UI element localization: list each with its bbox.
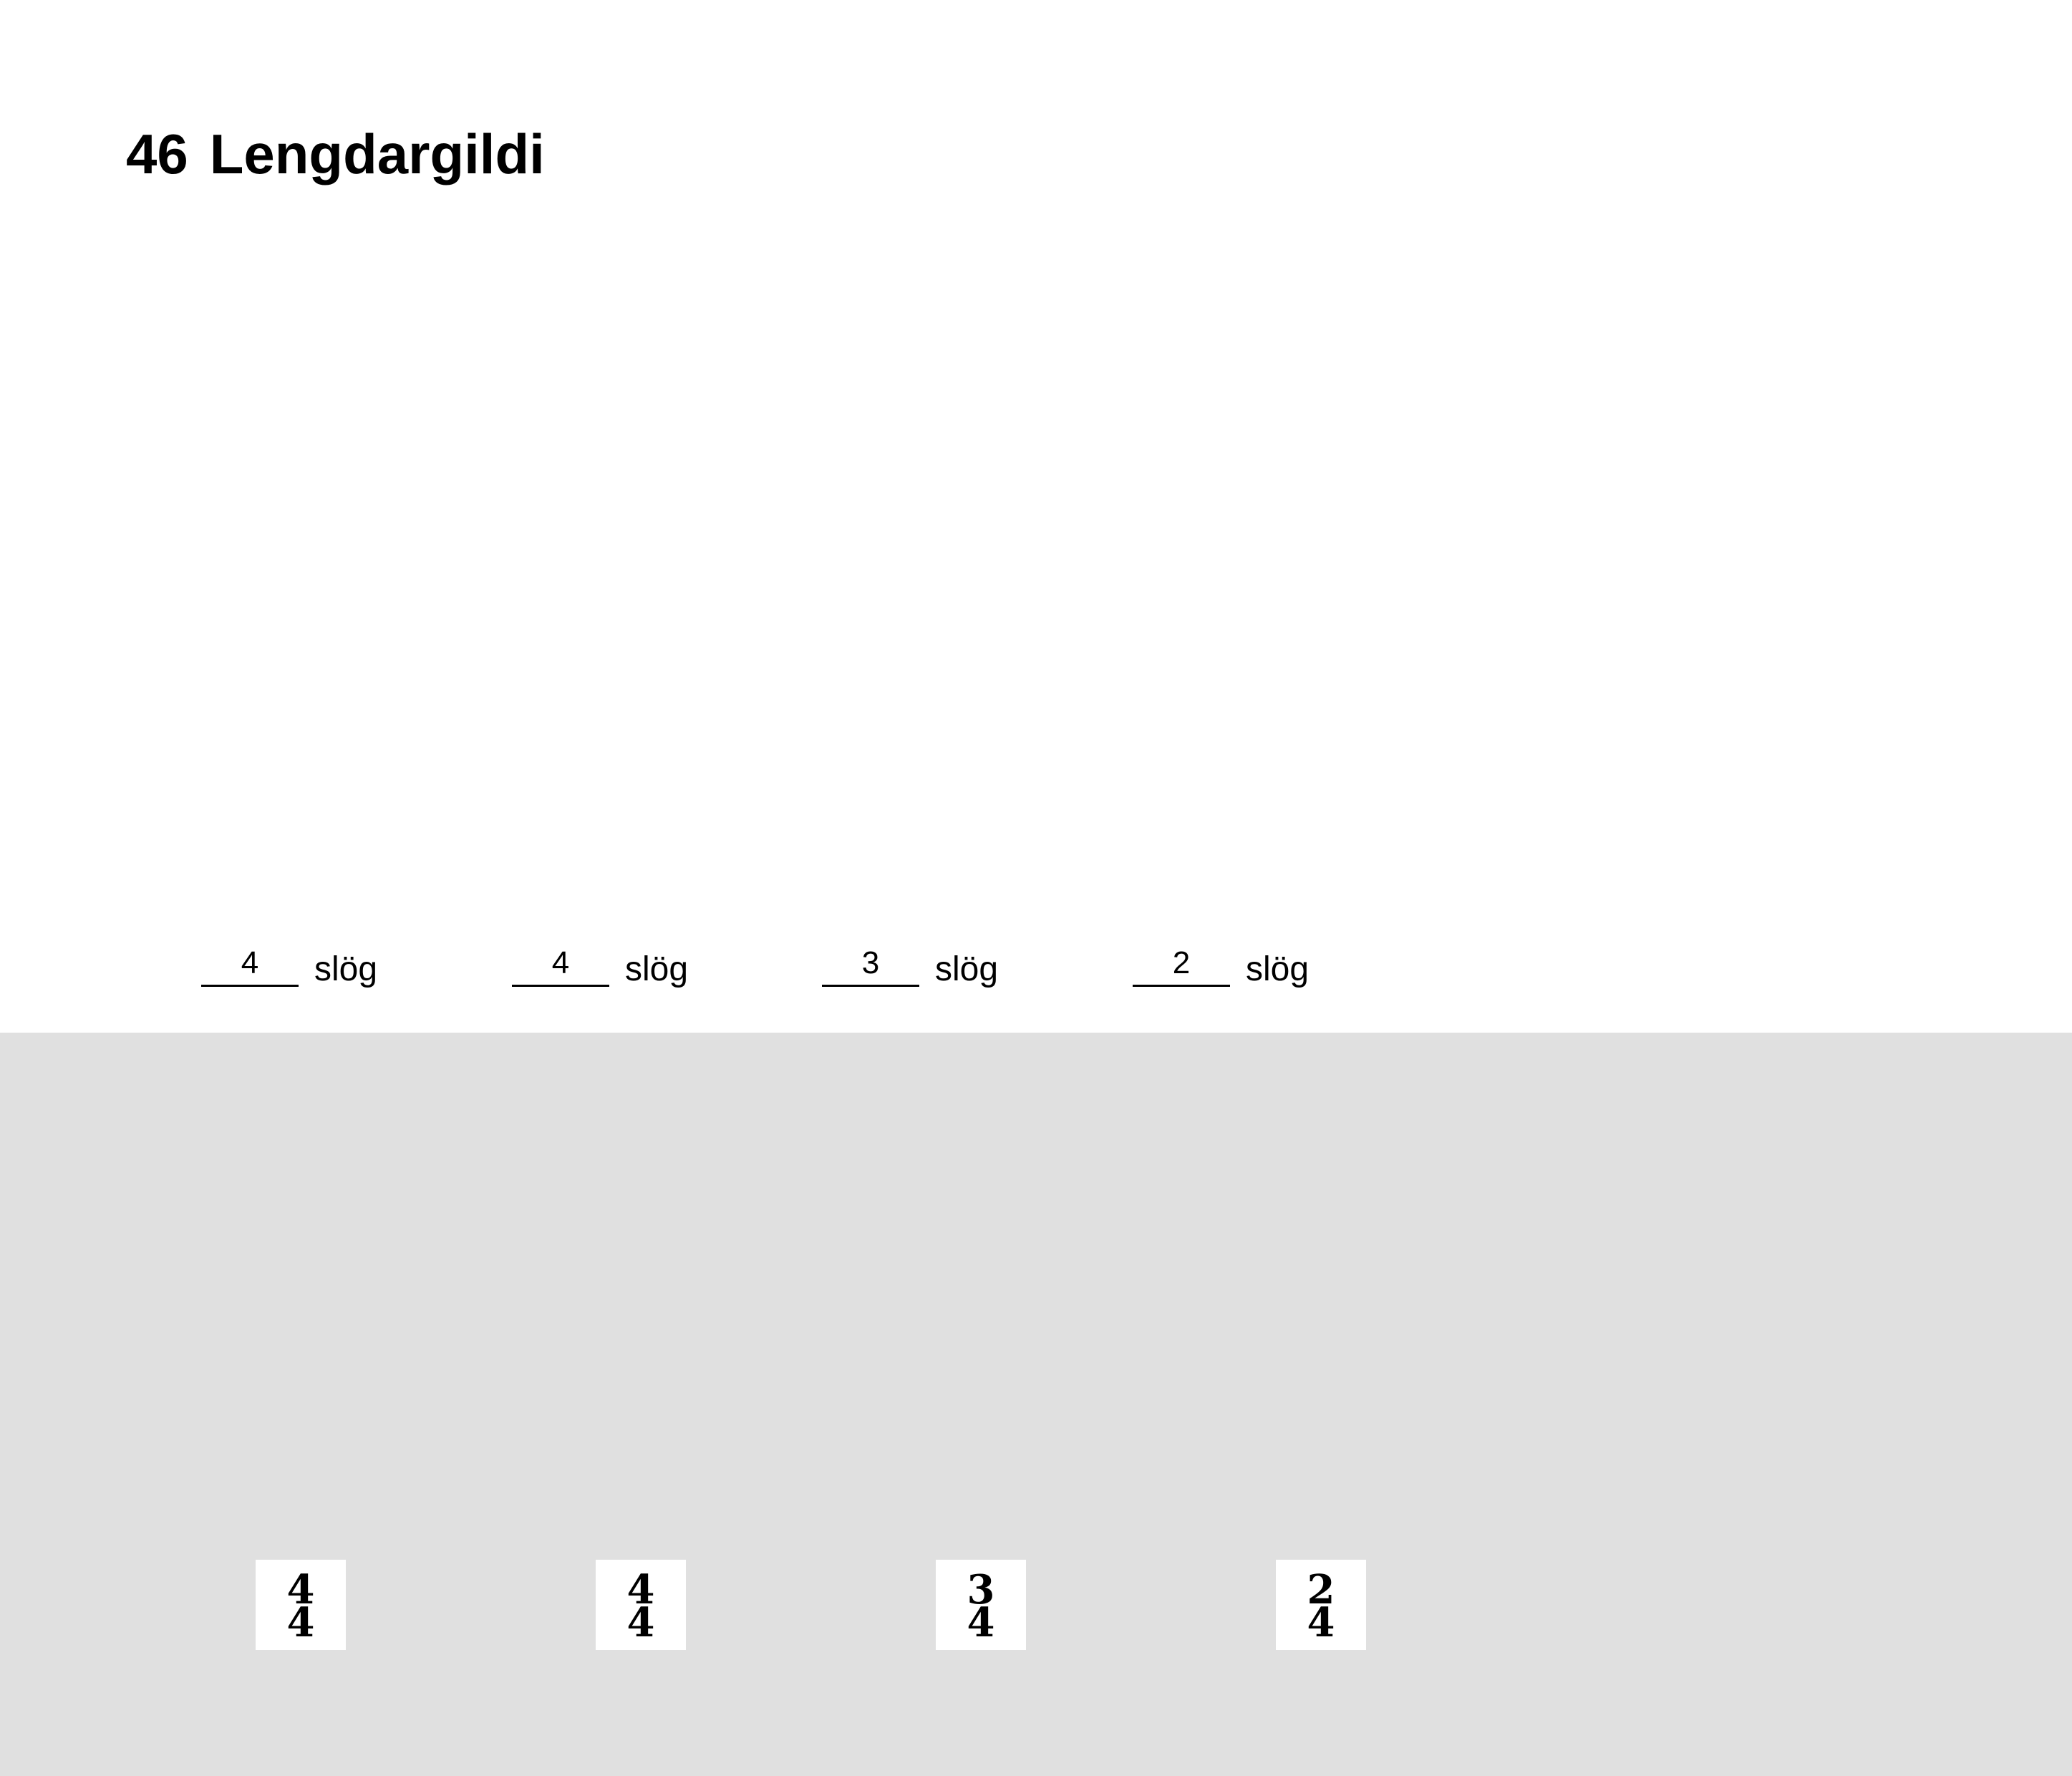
exercise-area: 46 Lengdargildi 4 slög 4 slög 3 slög 2 sl… <box>126 126 1362 988</box>
answer-2-value: 4 <box>512 945 609 987</box>
exercise-number: 46 <box>126 122 188 185</box>
time-signature-area <box>0 1033 2072 1776</box>
time-signature-2: 4 4 <box>596 1560 686 1650</box>
time-signature-1-top: 4 <box>286 1566 315 1613</box>
time-signature-1-bottom: 4 <box>286 1599 315 1646</box>
time-signature-4: 2 4 <box>1276 1560 1366 1650</box>
time-signature-2-bottom: 4 <box>626 1599 655 1646</box>
answer-3-unit: slög <box>935 950 999 988</box>
answer-3-value: 3 <box>822 945 919 987</box>
answer-1: 4 slög <box>201 945 430 988</box>
answer-1-value: 4 <box>201 945 299 987</box>
exercise-title: Lengdargildi <box>209 122 545 185</box>
page-title: 46 Lengdargildi <box>126 126 545 182</box>
answer-2-unit: slög <box>625 950 689 988</box>
time-signature-2-top: 4 <box>626 1566 655 1613</box>
time-signature-4-bottom: 4 <box>1307 1599 1335 1646</box>
time-signature-3: 3 4 <box>936 1560 1026 1650</box>
time-signature-3-top: 3 <box>967 1566 995 1613</box>
answer-4-unit: slög <box>1246 950 1309 988</box>
answer-1-unit: slög <box>314 950 378 988</box>
answer-4-value: 2 <box>1133 945 1230 987</box>
answer-3: 3 slög <box>822 945 1051 988</box>
answer-4: 2 slög <box>1133 945 1362 988</box>
time-signature-1: 4 4 <box>256 1560 346 1650</box>
time-signature-3-bottom: 4 <box>967 1599 995 1646</box>
answer-2: 4 slög <box>512 945 741 988</box>
time-signature-4-top: 2 <box>1307 1566 1335 1613</box>
